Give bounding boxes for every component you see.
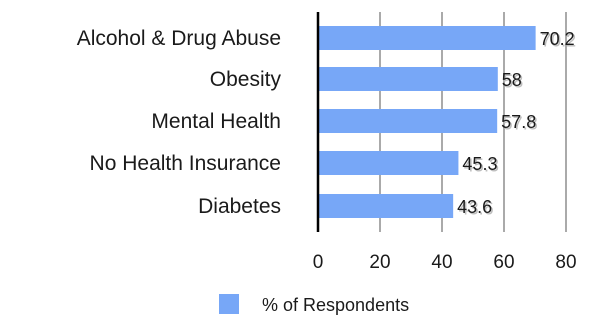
data-label: 57.8 [501, 112, 536, 132]
data-label-shadow: 45.3 [464, 156, 499, 176]
x-tick-labels: 0 20 40 60 80 [313, 252, 577, 273]
x-tick-label: 0 [313, 252, 324, 273]
bar [318, 67, 498, 91]
category-label: No Health Insurance [90, 152, 281, 175]
legend-label: % of Respondents [262, 295, 409, 315]
data-label-shadow: 43.6 [459, 199, 494, 219]
data-label-shadow: 70.2 [541, 31, 576, 51]
data-label: 58 [502, 70, 522, 90]
category-label: Alcohol & Drug Abuse [77, 27, 281, 50]
bars [318, 26, 536, 218]
data-label: 45.3 [462, 154, 497, 174]
bar [318, 26, 536, 50]
bar [318, 151, 459, 175]
x-tick-label: 80 [555, 252, 576, 273]
data-label: 43.6 [457, 197, 492, 217]
x-tick-label: 60 [493, 252, 514, 273]
category-label: Diabetes [198, 195, 281, 218]
category-label: Mental Health [151, 110, 281, 133]
category-labels: Alcohol & Drug Abuse Obesity Mental Health… [77, 27, 282, 218]
data-label-shadow: 57.8 [503, 114, 538, 134]
x-tick-label: 20 [369, 252, 390, 273]
legend-swatch [219, 294, 239, 314]
legend: % of Respondents [219, 294, 409, 315]
bar [318, 109, 498, 133]
bar [318, 194, 454, 218]
category-label: Obesity [210, 68, 282, 91]
x-tick-label: 40 [431, 252, 452, 273]
data-label: 70.2 [540, 29, 575, 49]
data-label-shadow: 58 [503, 72, 523, 92]
